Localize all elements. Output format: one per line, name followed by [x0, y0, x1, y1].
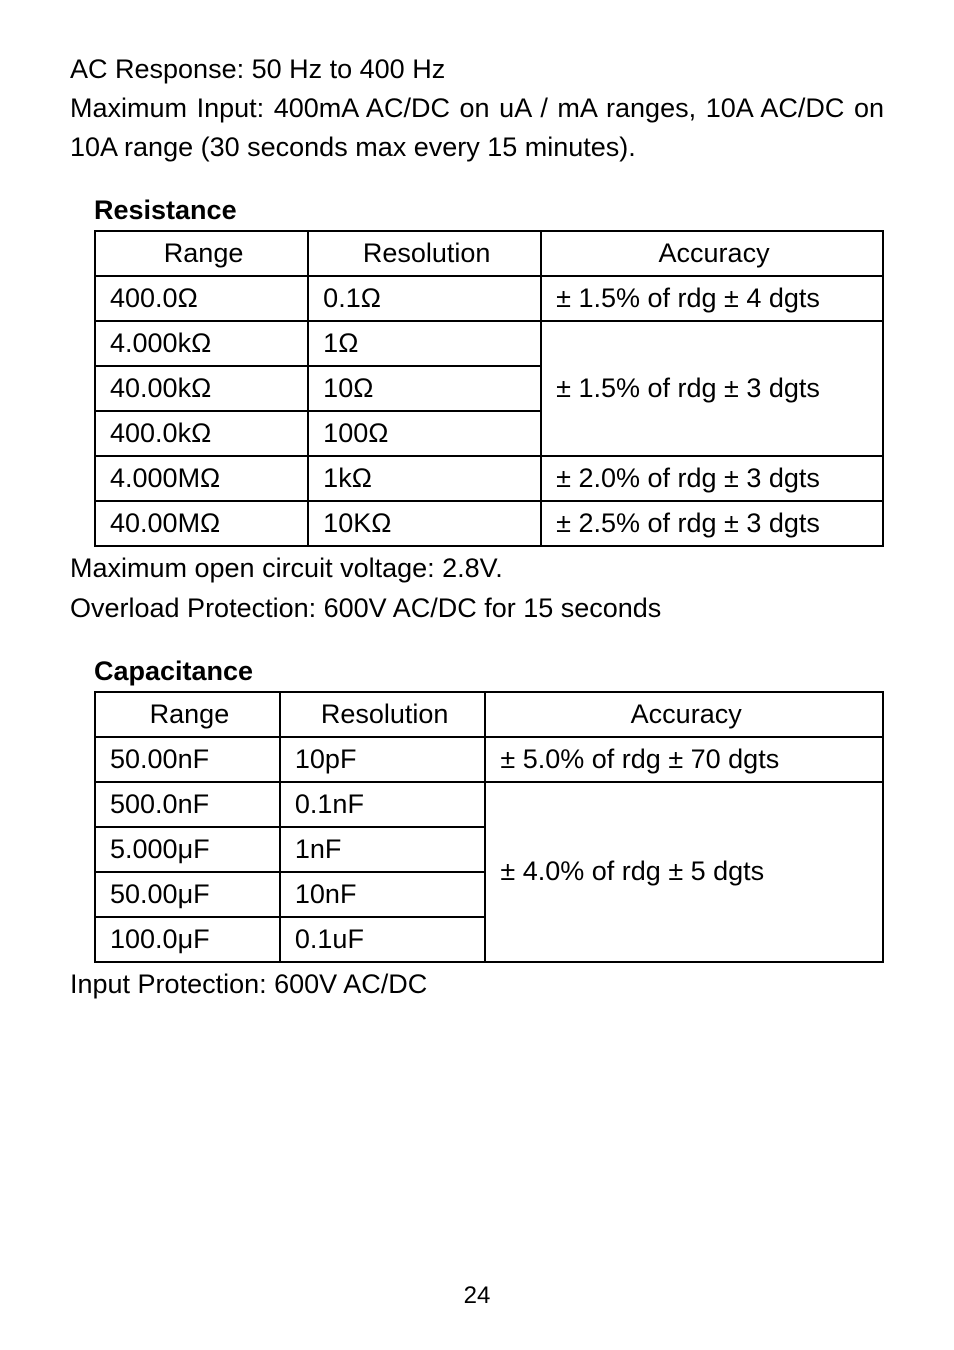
cell-range: 4.000MΩ — [95, 456, 308, 501]
cell-accuracy: ± 1.5% of rdg ± 3 dgts — [541, 321, 883, 456]
table-row: 4.000kΩ1Ω± 1.5% of rdg ± 3 dgts — [95, 321, 883, 366]
table-row: 50.00nF10pF± 5.0% of rdg ± 70 dgts — [95, 737, 883, 782]
capacitance-table: RangeResolutionAccuracy50.00nF10pF± 5.0%… — [94, 691, 884, 963]
cell-range: 40.00MΩ — [95, 501, 308, 546]
table-header-resolution: Resolution — [280, 692, 486, 737]
resistance-title: Resistance — [70, 195, 884, 226]
cell-range: 4.000kΩ — [95, 321, 308, 366]
page-number: 24 — [0, 1282, 954, 1310]
capacitance-title: Capacitance — [70, 656, 884, 687]
table-header-accuracy: Accuracy — [541, 231, 883, 276]
cell-resolution: 1nF — [280, 827, 486, 872]
intro-line1: AC Response: 50 Hz to 400 Hz — [70, 54, 445, 84]
cell-range: 5.000μF — [95, 827, 280, 872]
cell-resolution: 0.1uF — [280, 917, 486, 962]
table-header-range: Range — [95, 692, 280, 737]
cell-accuracy: ± 4.0% of rdg ± 5 dgts — [485, 782, 883, 962]
cell-resolution: 100Ω — [308, 411, 541, 456]
cell-range: 500.0nF — [95, 782, 280, 827]
table-row: 500.0nF0.1nF± 4.0% of rdg ± 5 dgts — [95, 782, 883, 827]
cell-resolution: 1Ω — [308, 321, 541, 366]
intro-line2: Maximum Input: 400mA AC/DC on uA / mA ra… — [70, 93, 884, 162]
page: AC Response: 50 Hz to 400 Hz Maximum Inp… — [0, 0, 954, 1350]
intro-paragraph: AC Response: 50 Hz to 400 Hz Maximum Inp… — [70, 50, 884, 167]
cell-accuracy: ± 2.5% of rdg ± 3 dgts — [541, 501, 883, 546]
note-line: Overload Protection: 600V AC/DC for 15 s… — [70, 589, 884, 628]
table-row: 400.0Ω0.1Ω± 1.5% of rdg ± 4 dgts — [95, 276, 883, 321]
cell-resolution: 10nF — [280, 872, 486, 917]
table-header-range: Range — [95, 231, 308, 276]
cell-range: 40.00kΩ — [95, 366, 308, 411]
cell-resolution: 1kΩ — [308, 456, 541, 501]
cell-range: 400.0Ω — [95, 276, 308, 321]
cell-resolution: 10Ω — [308, 366, 541, 411]
resistance-table: RangeResolutionAccuracy400.0Ω0.1Ω± 1.5% … — [94, 230, 884, 547]
resistance-notes: Maximum open circuit voltage: 2.8V.Overl… — [70, 549, 884, 627]
cell-range: 400.0kΩ — [95, 411, 308, 456]
cell-accuracy: ± 5.0% of rdg ± 70 dgts — [485, 737, 883, 782]
table-row: 40.00MΩ10KΩ± 2.5% of rdg ± 3 dgts — [95, 501, 883, 546]
cell-resolution: 0.1Ω — [308, 276, 541, 321]
cell-accuracy: ± 2.0% of rdg ± 3 dgts — [541, 456, 883, 501]
cell-resolution: 0.1nF — [280, 782, 486, 827]
capacitance-notes: Input Protection: 600V AC/DC — [70, 965, 884, 1004]
table-header-accuracy: Accuracy — [485, 692, 883, 737]
table-row: 4.000MΩ1kΩ± 2.0% of rdg ± 3 dgts — [95, 456, 883, 501]
table-header-resolution: Resolution — [308, 231, 541, 276]
cell-accuracy: ± 1.5% of rdg ± 4 dgts — [541, 276, 883, 321]
cell-range: 50.00μF — [95, 872, 280, 917]
note-line: Input Protection: 600V AC/DC — [70, 965, 884, 1004]
cell-range: 50.00nF — [95, 737, 280, 782]
cell-resolution: 10KΩ — [308, 501, 541, 546]
cell-resolution: 10pF — [280, 737, 486, 782]
cell-range: 100.0μF — [95, 917, 280, 962]
note-line: Maximum open circuit voltage: 2.8V. — [70, 549, 884, 588]
